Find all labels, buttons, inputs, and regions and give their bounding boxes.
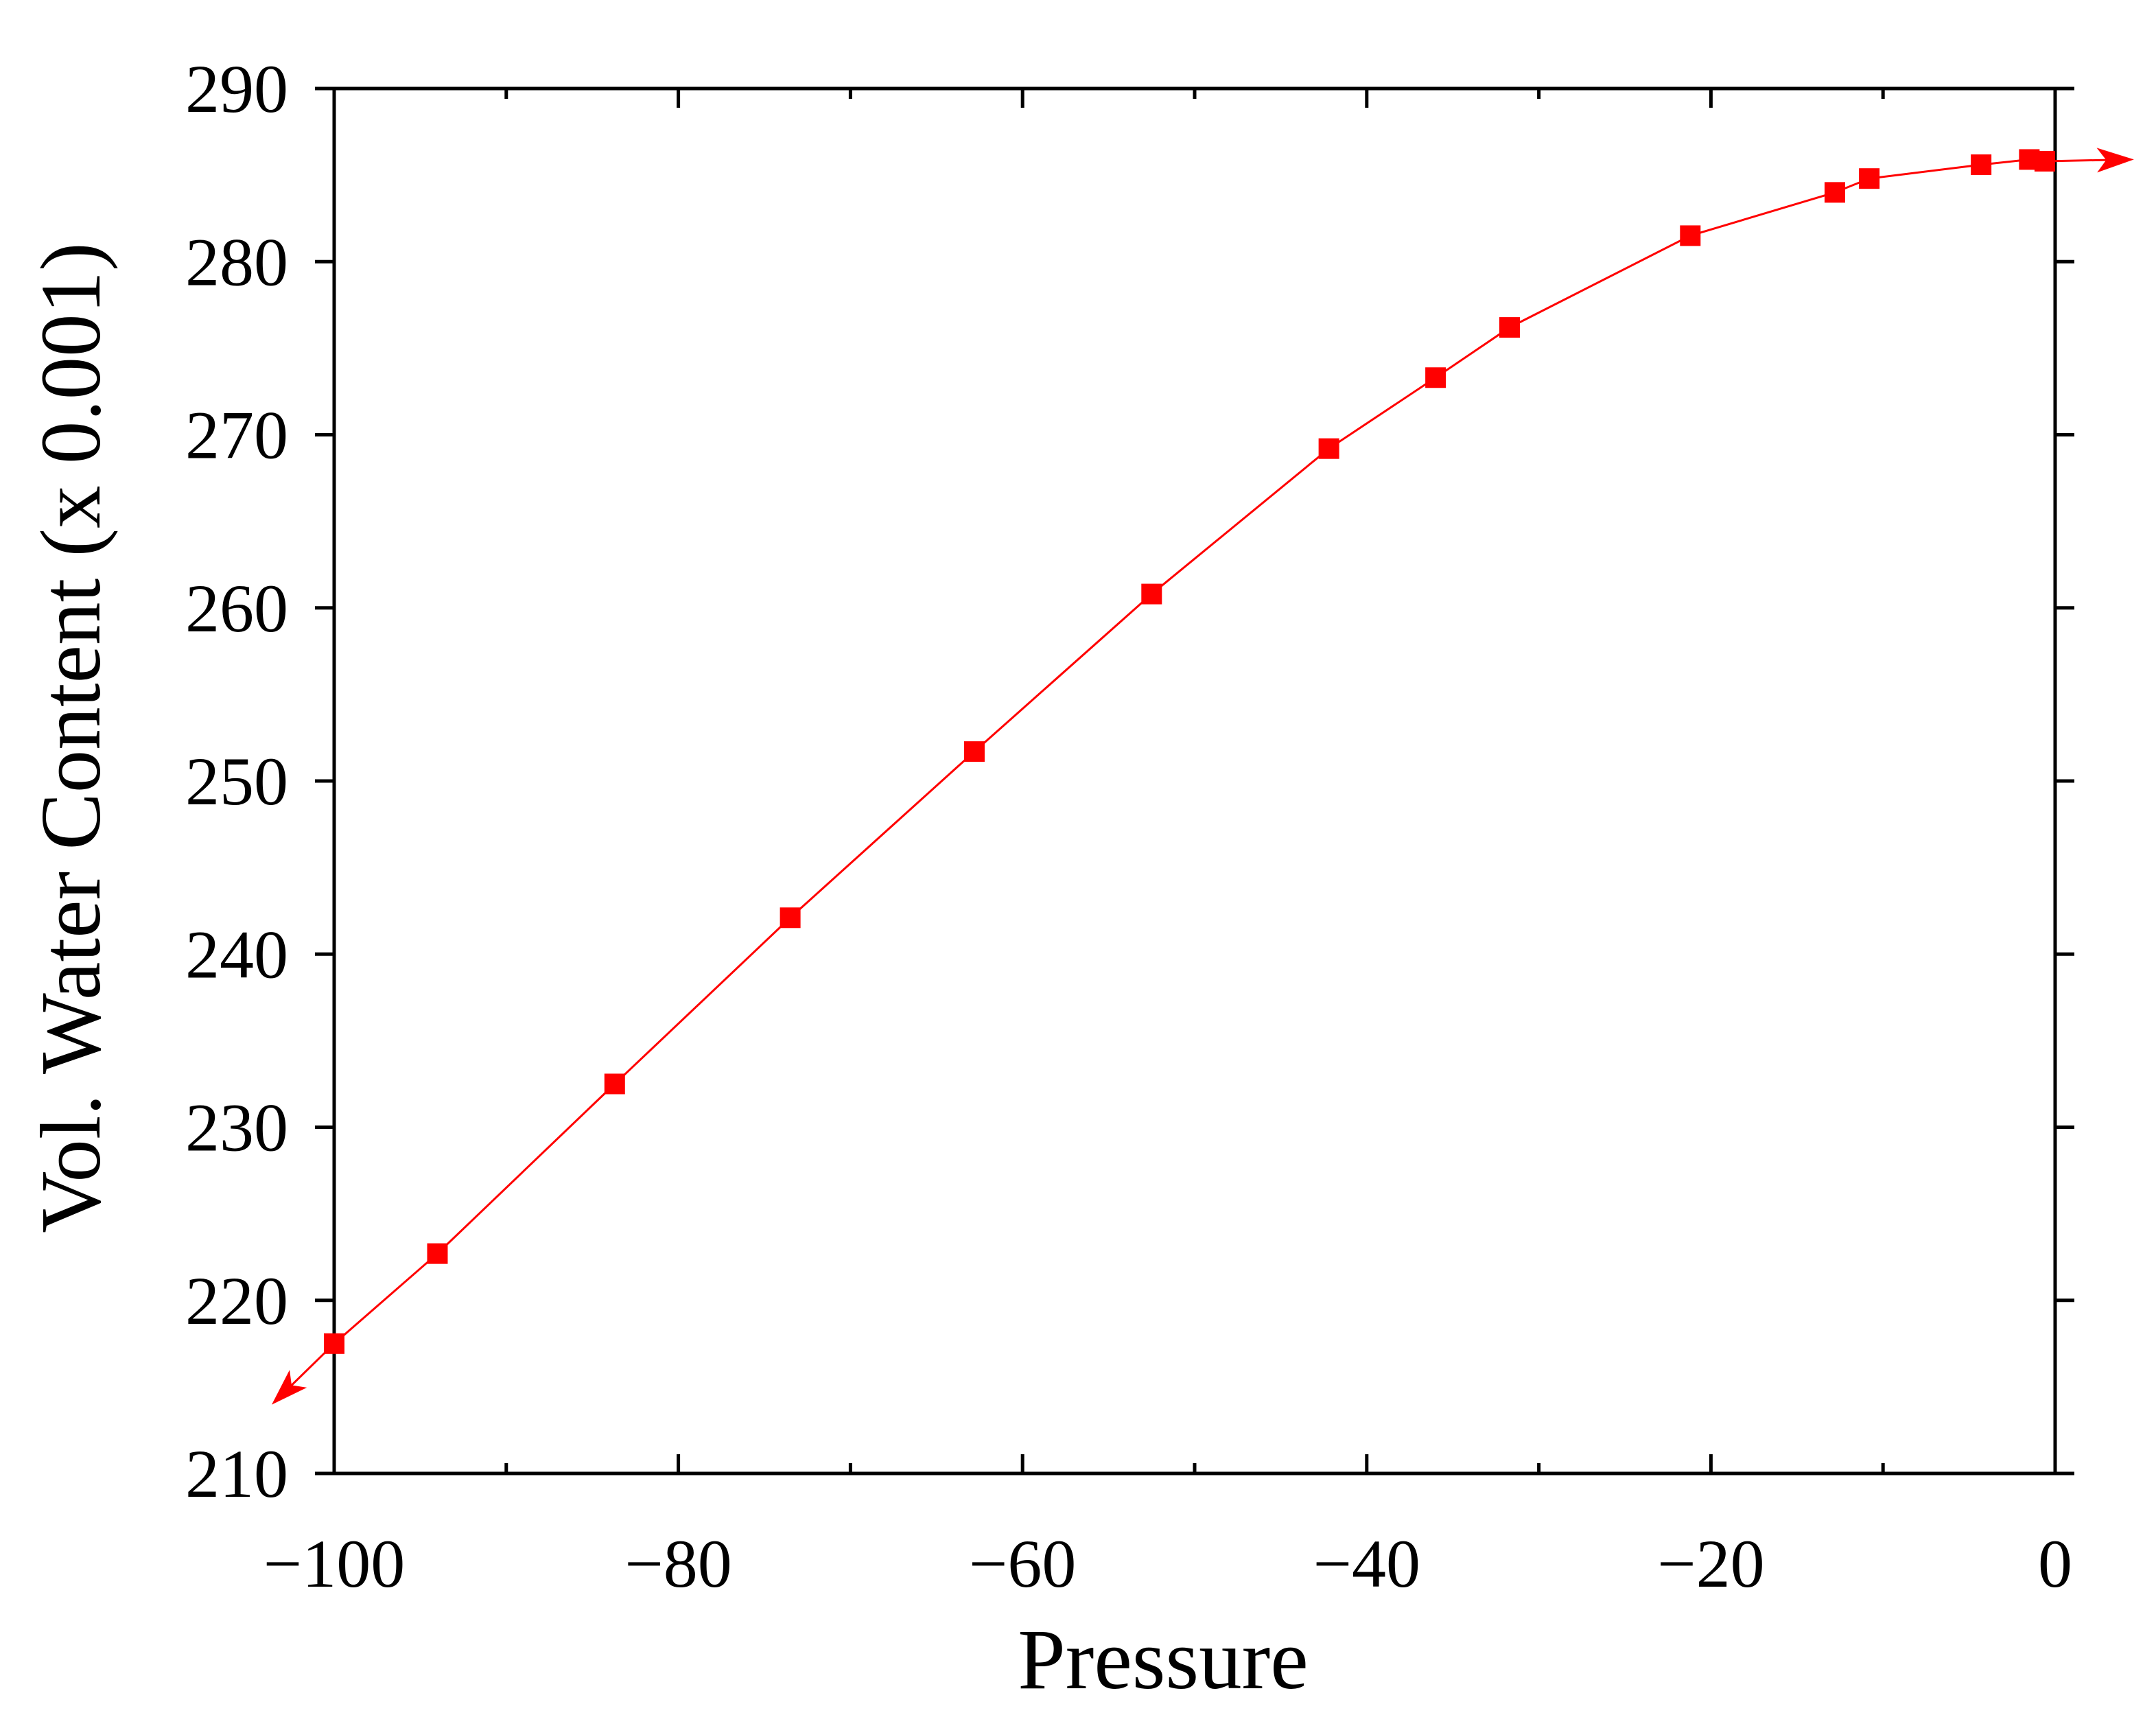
- y-tick-label: 220: [185, 1263, 288, 1339]
- y-axis-label: Vol. Water Content (x 0.001): [24, 242, 119, 1233]
- data-point: [1318, 438, 1339, 459]
- plot-frame: [332, 86, 2057, 1476]
- y-tick-label: 210: [185, 1436, 288, 1512]
- x-tick-label: −20: [1657, 1526, 1764, 1602]
- y-tick-label: 240: [185, 916, 288, 992]
- y-tick-label: 250: [185, 743, 288, 819]
- data-point: [324, 1333, 344, 1354]
- data-point: [1971, 154, 1992, 175]
- series-arrow: [2044, 148, 2134, 173]
- y-tick-label: 270: [185, 397, 288, 474]
- series-line: [333, 158, 2046, 1344]
- y-tick-label: 230: [185, 1090, 288, 1166]
- data-point: [604, 1073, 625, 1095]
- data-point: [1824, 182, 1845, 203]
- data-point: [963, 741, 985, 762]
- data-point: [1425, 367, 1446, 388]
- data-point: [2034, 150, 2055, 172]
- x-tick-label: −40: [1313, 1526, 1420, 1602]
- data-point: [427, 1243, 448, 1264]
- data-point: [1680, 225, 1701, 246]
- y-tick-label: 280: [185, 224, 288, 300]
- x-tick-label: −100: [263, 1526, 405, 1602]
- series-layer: [272, 148, 2134, 1405]
- x-tick-label: −80: [624, 1526, 731, 1602]
- x-axis-ticks: −100 −80 −60 −40 −20 0: [263, 89, 2072, 1602]
- y-axis-ticks: 210 220 230 240 250 260 270 280 290: [185, 51, 2074, 1512]
- x-tick-label: 0: [2038, 1526, 2072, 1602]
- y-tick-label: 290: [185, 51, 288, 127]
- data-point: [1859, 168, 1880, 189]
- y-tick-label: 260: [185, 570, 288, 646]
- data-point: [1141, 583, 1162, 605]
- x-tick-label: −60: [969, 1526, 1076, 1602]
- x-axis-label: Pressure: [1018, 1613, 1309, 1707]
- data-point: [780, 907, 801, 929]
- data-point: [1499, 317, 1520, 338]
